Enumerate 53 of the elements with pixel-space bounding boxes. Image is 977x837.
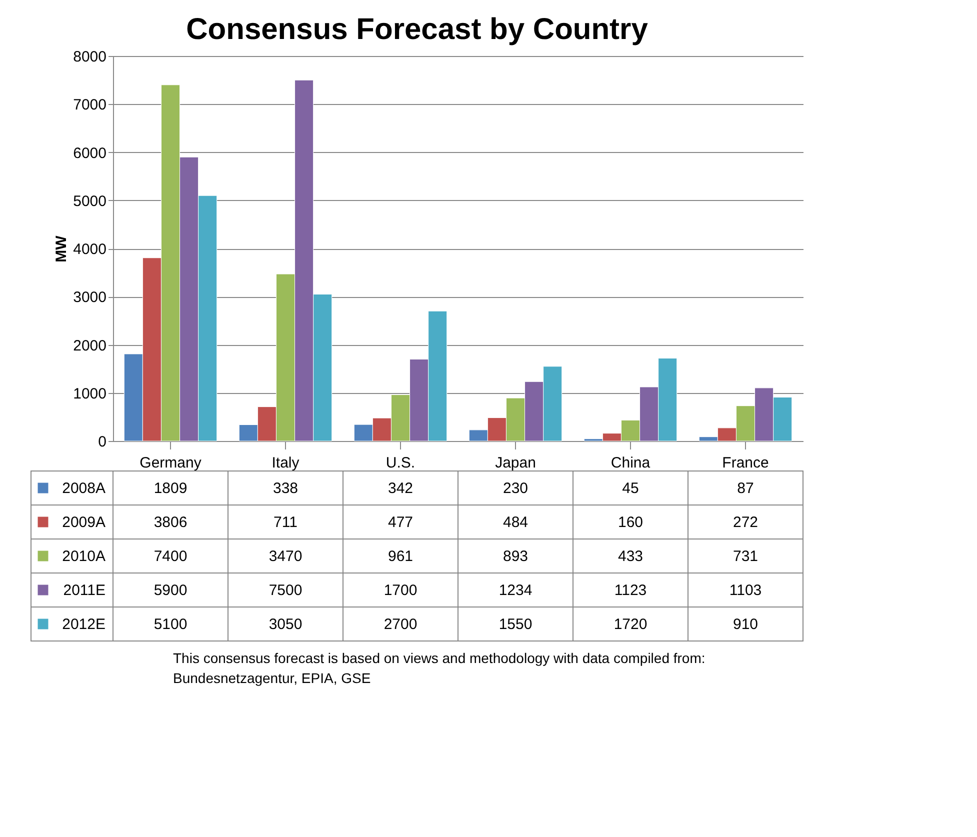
data-label: 5100 <box>154 616 188 633</box>
legend-label: 2008A <box>62 480 106 497</box>
data-label: 484 <box>502 514 528 531</box>
data-label: 87 <box>737 480 754 497</box>
x-tick-label: Japan <box>495 454 536 472</box>
x-tick-label: Italy <box>272 454 300 472</box>
y-tick-label: 3000 <box>73 289 106 306</box>
legend-label: 2010A <box>62 548 106 565</box>
data-label: 7500 <box>268 582 302 599</box>
data-label: 5900 <box>154 582 188 599</box>
y-tick-label: 8000 <box>73 48 106 66</box>
y-tick-label: 7000 <box>73 96 106 114</box>
data-label: 272 <box>732 514 758 531</box>
x-tick-label: France <box>722 454 769 472</box>
data-label: 1234 <box>498 582 532 599</box>
data-label: 338 <box>272 480 298 497</box>
data-label: 2700 <box>384 616 418 633</box>
data-label: 230 <box>502 480 528 497</box>
legend-label: 2012E <box>62 616 106 633</box>
data-label: 342 <box>388 480 414 497</box>
data-label: 3470 <box>268 548 302 565</box>
x-tick-label: China <box>610 454 651 472</box>
chart-title: Consensus Forecast by Country <box>186 13 648 46</box>
y-tick-label: 1000 <box>73 385 106 402</box>
data-label: 3050 <box>268 616 302 633</box>
data-label: 711 <box>274 514 298 531</box>
legend-label: 2009A <box>62 514 106 531</box>
y-tick-label: 6000 <box>73 144 106 162</box>
data-label: 45 <box>622 480 639 497</box>
data-label: 7400 <box>154 548 188 565</box>
data-label: 433 <box>618 548 644 565</box>
y-tick-label: 2000 <box>73 337 106 354</box>
y-tick-label: 0 <box>98 434 106 450</box>
data-label: 1550 <box>498 616 532 633</box>
data-label: 1720 <box>614 616 648 633</box>
y-tick-label: 4000 <box>73 241 106 258</box>
data-label: 893 <box>502 548 528 565</box>
data-label: 160 <box>618 514 644 531</box>
y-axis-title: MW <box>53 234 70 262</box>
data-label: 961 <box>388 548 414 565</box>
data-label: 1123 <box>614 582 647 599</box>
data-label: 1103 <box>729 582 762 599</box>
x-tick-label: U.S. <box>386 454 416 472</box>
x-tick-label: Germany <box>140 454 202 472</box>
data-label: 3806 <box>154 514 188 531</box>
y-tick-label: 5000 <box>73 192 106 210</box>
data-label: 1809 <box>154 480 188 497</box>
legend-label: 2011E <box>63 582 106 599</box>
data-label: 731 <box>732 548 758 565</box>
data-label: 477 <box>388 514 414 531</box>
data-label: 910 <box>732 616 758 633</box>
text: This consensus forecast is based on views and methodology with data compiled from: Bundesnetzagentur, EPIA, GSE <box>173 650 706 686</box>
data-label: 1700 <box>384 582 418 599</box>
